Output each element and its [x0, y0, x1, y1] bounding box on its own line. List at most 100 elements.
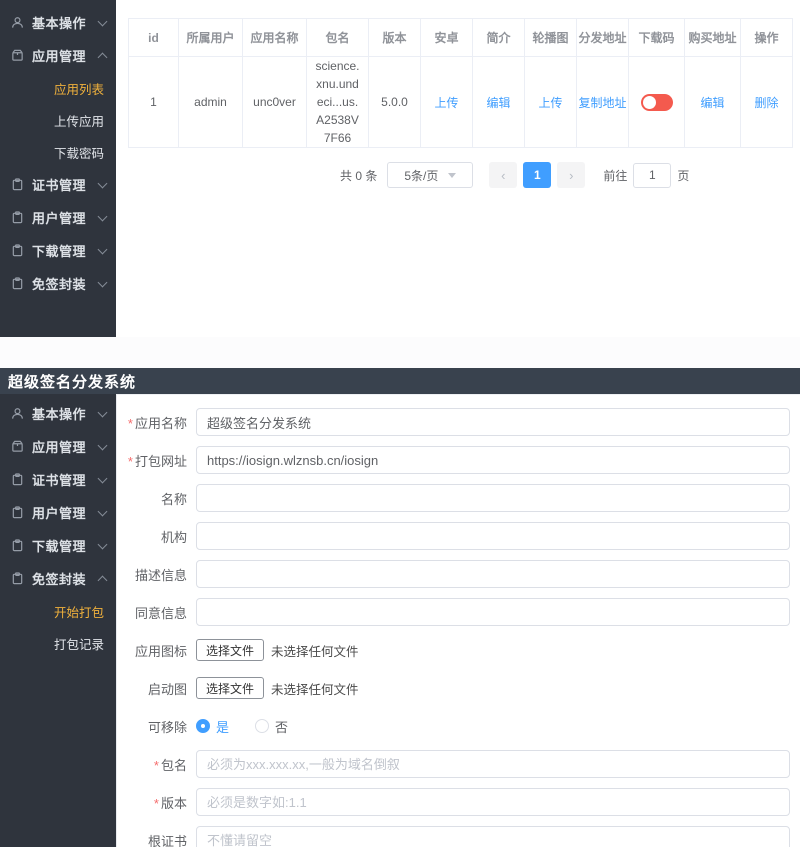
sidebar-item-download-manage[interactable]: 下载管理 — [0, 529, 116, 562]
name-input[interactable] — [196, 484, 790, 512]
form-row-app-name: * 应用名称 — [123, 408, 790, 436]
col-carousel: 轮播图 — [524, 18, 577, 57]
download-code-toggle[interactable] — [640, 93, 673, 111]
cell-owner: admin — [178, 56, 243, 148]
agree-input[interactable] — [196, 598, 790, 626]
sidebar-item-no-sign-package[interactable]: 免签封装 — [0, 562, 116, 595]
current-page-button[interactable]: 1 — [523, 162, 552, 188]
menu-label: 基本操作 — [32, 16, 87, 31]
cell-id: 1 — [128, 56, 179, 148]
sidebar-item-basic-ops[interactable]: 基本操作 — [0, 6, 116, 39]
chevron-down-icon — [448, 172, 457, 178]
page-size-select[interactable]: 5条/页 — [387, 162, 474, 188]
menu-label: 基本操作 — [32, 407, 87, 422]
org-input[interactable] — [196, 522, 790, 550]
form-row-root-cert: 根证书 — [123, 826, 790, 847]
app-list-screen: 基本操作 应用管理 应用列表 上传应用 下载密码 证书管理 — [0, 0, 800, 337]
cell-version: 5.0.0 — [368, 56, 421, 148]
desc-input[interactable] — [196, 560, 790, 588]
removable-no-radio[interactable] — [255, 719, 270, 733]
required-mark: * — [127, 415, 133, 431]
form-row-removable: 可移除 是 否 — [123, 712, 790, 740]
sidebar-item-user-manage[interactable]: 用户管理 — [0, 201, 116, 234]
chevron-down-icon — [97, 277, 108, 287]
chevron-down-icon — [97, 244, 108, 254]
packaging-screen: 超级签名分发系统 基本操作 应用管理 — [0, 368, 800, 847]
sidebar-item-cert-manage[interactable]: 证书管理 — [0, 168, 116, 201]
col-operation: 操作 — [740, 18, 793, 57]
sidebar-item-cert-manage[interactable]: 证书管理 — [0, 463, 116, 496]
page-size-value: 5条/页 — [404, 168, 439, 183]
package-input[interactable] — [196, 750, 790, 778]
sidebar-top: 基本操作 应用管理 应用列表 上传应用 下载密码 证书管理 — [0, 0, 116, 337]
app-icon-file-button[interactable]: 选择文件 — [196, 639, 265, 661]
carousel-upload-link[interactable]: 上传 — [538, 95, 563, 110]
col-intro: 简介 — [472, 18, 525, 57]
field-label: 应用图标 — [134, 643, 187, 659]
sidebar-item-download-manage[interactable]: 下载管理 — [0, 234, 116, 267]
required-mark: * — [153, 795, 159, 811]
launch-image-file-button[interactable]: 选择文件 — [196, 677, 265, 699]
sidebar-item-app-list[interactable]: 应用列表 — [54, 82, 105, 97]
sidebar-item-app-manage[interactable]: 应用管理 — [0, 39, 116, 72]
menu-label: 免签封装 — [32, 572, 87, 587]
app-table-panel: id 所属用户 应用名称 包名 版本 安卓 简介 轮播图 分发地址 下载码 购买… — [116, 0, 800, 337]
sidebar-item-no-sign-package[interactable]: 免签封装 — [0, 267, 116, 300]
clipboard-icon — [11, 277, 24, 290]
android-upload-link[interactable]: 上传 — [434, 95, 459, 110]
col-owner: 所属用户 — [178, 18, 243, 57]
pack-url-input[interactable] — [196, 446, 790, 474]
col-package: 包名 — [306, 18, 369, 57]
box-icon — [11, 49, 24, 62]
cell-package: science.xnu.undeci...us.A2538V7F66 — [306, 56, 369, 148]
chevron-up-icon — [97, 575, 108, 586]
intro-edit-link[interactable]: 编辑 — [486, 95, 511, 110]
page-unit-label: 页 — [677, 168, 690, 183]
form-row-version: * 版本 — [123, 788, 790, 816]
sidebar-item-basic-ops[interactable]: 基本操作 — [0, 397, 116, 430]
sidebar-item-packaging-records[interactable]: 打包记录 — [54, 637, 105, 652]
form-row-package: * 包名 — [123, 750, 790, 778]
sidebar-item-start-packaging[interactable]: 开始打包 — [54, 605, 105, 620]
removable-no-label: 否 — [275, 719, 289, 735]
field-label: 机构 — [160, 529, 187, 545]
clipboard-icon — [11, 539, 24, 552]
menu-label: 应用管理 — [32, 49, 87, 64]
prev-page-button[interactable]: ‹ — [489, 162, 518, 188]
launch-image-file-status: 未选择任何文件 — [271, 682, 359, 697]
copy-url-link[interactable]: 复制地址 — [578, 95, 627, 110]
pagination: 共 0 条 5条/页 ‹ 1 › 前往 页 — [340, 162, 800, 188]
form-row-agree: 同意信息 — [123, 598, 790, 626]
removable-yes-radio[interactable] — [196, 719, 210, 733]
chevron-down-icon — [97, 539, 108, 549]
sidebar-item-app-manage[interactable]: 应用管理 — [0, 430, 116, 463]
sidebar-item-download-password[interactable]: 下载密码 — [54, 146, 105, 161]
form-row-name: 名称 — [123, 484, 790, 512]
packaging-form: *应用名称 *打包网址 名称 机构 描述信息 同意信息 — [116, 394, 800, 847]
table-header-row: id 所属用户 应用名称 包名 版本 安卓 简介 轮播图 分发地址 下载码 购买… — [128, 18, 793, 57]
user-icon — [11, 16, 24, 29]
chevron-down-icon — [97, 211, 108, 221]
chevron-down-icon — [97, 16, 108, 26]
form-row-app-icon: 应用图标 选择文件 未选择任何文件 — [123, 636, 790, 664]
version-input[interactable] — [196, 788, 790, 816]
chevron-down-icon — [97, 506, 108, 516]
required-mark: * — [153, 757, 159, 773]
col-app-name: 应用名称 — [242, 18, 307, 57]
form-row-desc: 描述信息 — [123, 560, 790, 588]
delete-link[interactable]: 删除 — [754, 95, 779, 110]
col-download-code: 下载码 — [628, 18, 685, 57]
root-cert-input[interactable] — [196, 826, 790, 847]
next-page-button[interactable]: › — [557, 162, 586, 188]
app-name-input[interactable] — [196, 408, 790, 436]
sidebar-item-user-manage[interactable]: 用户管理 — [0, 496, 116, 529]
sidebar-item-upload-app[interactable]: 上传应用 — [54, 114, 105, 129]
sidebar-bottom: 基本操作 应用管理 证书管理 — [0, 394, 116, 847]
goto-page-input[interactable] — [633, 162, 672, 188]
buy-url-edit-link[interactable]: 编辑 — [700, 95, 725, 110]
clipboard-icon — [11, 178, 24, 191]
app-title-bar: 超级签名分发系统 — [0, 368, 800, 394]
app-table: id 所属用户 应用名称 包名 版本 安卓 简介 轮播图 分发地址 下载码 购买… — [128, 18, 793, 148]
page-title: 超级签名分发系统 — [8, 373, 137, 391]
chevron-down-icon — [97, 440, 108, 450]
